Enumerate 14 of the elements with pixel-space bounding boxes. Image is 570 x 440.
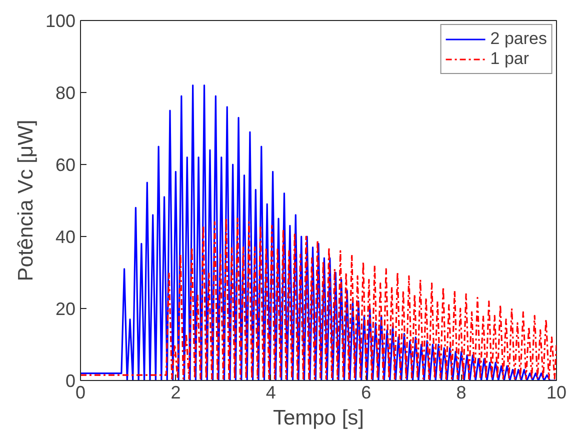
x-tick-label: 6 xyxy=(361,382,372,402)
legend-label: 1 par xyxy=(490,49,530,69)
y-tick-label: 40 xyxy=(55,227,76,247)
x-tick-label: 10 xyxy=(546,382,567,402)
x-tick-label: 4 xyxy=(266,382,276,402)
x-axis-title: Tempo [s] xyxy=(272,406,364,430)
y-tick-label: 20 xyxy=(55,299,76,319)
y-tick-label: 60 xyxy=(55,155,76,175)
legend-label: 2 pares xyxy=(490,29,547,49)
y-axis-title: Potência Vc [μW] xyxy=(14,120,38,282)
y-tick-label: 100 xyxy=(45,11,76,31)
y-tick-label: 80 xyxy=(55,83,76,103)
x-tick-label: 8 xyxy=(456,382,466,402)
x-tick-label: 2 xyxy=(170,382,181,402)
